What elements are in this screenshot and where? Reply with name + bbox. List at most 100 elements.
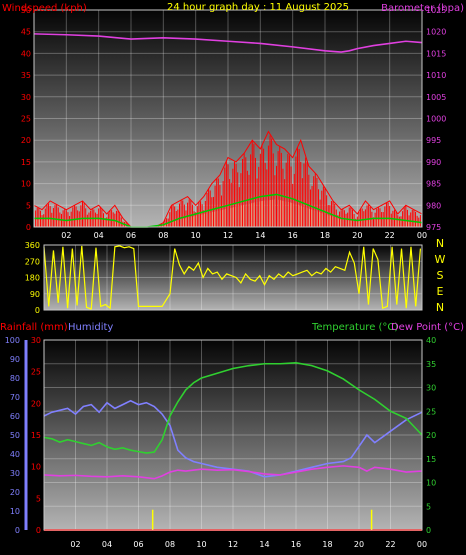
humidity-tick-label: 0	[15, 526, 20, 535]
direction-panel-background	[44, 245, 422, 310]
rainfall-tick-label: 0	[36, 526, 41, 535]
x-tick-label: 02	[70, 540, 80, 549]
x-tick-label: 12	[228, 540, 238, 549]
humidity-tick-label: 70	[10, 393, 20, 402]
humidity-tick-label: 50	[10, 431, 20, 440]
windspeed-axis-title: Windspeed (kph)	[2, 3, 87, 14]
x-tick-label: 14	[259, 540, 269, 549]
temperature-tick-label: 30	[426, 384, 436, 393]
direction-tick-label: 270	[25, 257, 40, 266]
barometer-tick-label: 1015	[426, 49, 446, 58]
direction-panel-marks	[43, 245, 422, 310]
rainfall-tick-label: 25	[31, 368, 41, 377]
humidity-line	[43, 399, 423, 478]
temperature-tick-label: 25	[426, 407, 436, 416]
temperature-tick-label: 20	[426, 431, 436, 440]
temperature-tick-label: 5	[426, 502, 431, 511]
wind-panel-marks	[33, 33, 423, 228]
barometer-tick-label: 975	[426, 223, 441, 232]
humidity-tick-label: 40	[10, 450, 20, 459]
windspeed-tick-label: 50	[21, 6, 31, 15]
barometer-tick-label: 1020	[426, 28, 446, 37]
windspeed-axis-ticks: 0 5 10 15 20 25 30 35 40 45 50	[21, 6, 31, 232]
direction-tick-label: 180	[25, 274, 40, 283]
barometer-tick-label: 995	[426, 136, 441, 145]
humidity-tick-label: 100	[5, 336, 20, 345]
temp-panel-frame	[43, 339, 423, 531]
x-tick-label: 20	[354, 540, 364, 549]
temp-panel-background	[44, 340, 422, 530]
x-tick-label: 22	[385, 231, 395, 240]
barometer-axis-title: Barometer (hpa)	[381, 3, 464, 14]
temp-panel-x-ticks: 02 04 06 08 10 12 14 16 18 20 22 00	[70, 540, 427, 549]
x-tick-label: 08	[165, 540, 175, 549]
direction-panel-frame	[43, 244, 423, 311]
barometer-tick-label: 985	[426, 180, 441, 189]
barometer-tick-label: 980	[426, 201, 441, 210]
rainfall-tick-label: 20	[31, 399, 41, 408]
x-tick-label: 16	[291, 540, 301, 549]
graph-title: 24 hour graph day : 11 August 2025	[167, 2, 349, 13]
barometer-tick-label: 1025	[426, 6, 446, 15]
direction-tick-label: 360	[25, 241, 40, 250]
x-tick-label: 06	[133, 540, 143, 549]
temperature-tick-label: 40	[426, 336, 436, 345]
rainfall-tick-label: 10	[31, 463, 41, 472]
rainfall-axis-ticks: 0 5 10 15 20 25 30	[31, 336, 41, 535]
temperature-tick-label: 15	[426, 455, 436, 464]
wind-average-line	[34, 193, 423, 228]
direction-tick-label: 0	[35, 306, 40, 315]
temp-humidity-panel: 0 10 20 30 40 50 60 70 80 90 100 0 5 10 15 20 25 30 0 5 10…	[0, 322, 464, 549]
wind-direction-line	[43, 245, 422, 310]
rainfall-tick-label: 30	[31, 336, 41, 345]
compass-label: S	[437, 269, 444, 282]
x-tick-label: 10	[196, 540, 206, 549]
windspeed-tick-label: 40	[21, 49, 31, 58]
temperature-axis-ticks: 0 5 10 15 20 25 30 35 40	[426, 336, 436, 535]
x-tick-label: 10	[191, 231, 201, 240]
x-tick-label: 18	[322, 540, 332, 549]
humidity-tick-label: 60	[10, 412, 20, 421]
windspeed-tick-label: 35	[21, 71, 31, 80]
x-tick-label: 04	[102, 540, 112, 549]
x-tick-label: 02	[61, 231, 71, 240]
windspeed-tick-label: 10	[21, 180, 31, 189]
temperature-axis-title: Temperature (°C)	[311, 322, 398, 333]
x-tick-label: 20	[352, 231, 362, 240]
humidity-axis-ticks: 0 10 20 30 40 50 60 70 80 90 100	[5, 336, 20, 535]
humidity-tick-label: 10	[10, 507, 20, 516]
wind-panel-x-ticks: 02 04 06 08 10 12 14 16 18 20 22 00	[61, 231, 427, 240]
rainfall-tick-label: 5	[36, 494, 41, 503]
x-tick-label: 04	[94, 231, 104, 240]
barometer-line	[33, 33, 423, 53]
rainfall-axis-title: Rainfall (mm)	[0, 322, 68, 333]
barometer-tick-label: 1010	[426, 71, 446, 80]
barometer-tick-label: 1000	[426, 115, 446, 124]
windspeed-tick-label: 30	[21, 93, 31, 102]
humidity-tick-label: 30	[10, 469, 20, 478]
windspeed-tick-label: 0	[26, 223, 31, 232]
x-tick-label: 12	[223, 231, 233, 240]
wind-panel-frame	[33, 9, 423, 228]
rainfall-tick-label: 15	[31, 431, 41, 440]
x-tick-label: 18	[320, 231, 330, 240]
dewpoint-line	[43, 465, 423, 480]
dewpoint-axis-title: Dew Point (°C)	[391, 322, 464, 333]
humidity-axis-title: Humidity	[68, 322, 113, 333]
x-tick-label: 00	[417, 540, 427, 549]
x-tick-label: 00	[417, 231, 427, 240]
x-tick-label: 14	[255, 231, 265, 240]
direction-tick-label: 90	[30, 290, 40, 299]
barometer-tick-label: 990	[426, 158, 441, 167]
compass-label: N	[436, 237, 444, 250]
x-tick-label: 08	[158, 231, 168, 240]
barometer-axis-ticks: 975 980 985 990 995 1000 1005 1010 1015 1020 1025	[426, 6, 446, 232]
humidity-tick-label: 20	[10, 488, 20, 497]
humidity-tick-label: 80	[10, 374, 20, 383]
wind-gust-line	[33, 130, 423, 228]
compass-label: N	[436, 301, 444, 314]
temperature-tick-label: 35	[426, 360, 436, 369]
x-tick-label: 16	[288, 231, 298, 240]
